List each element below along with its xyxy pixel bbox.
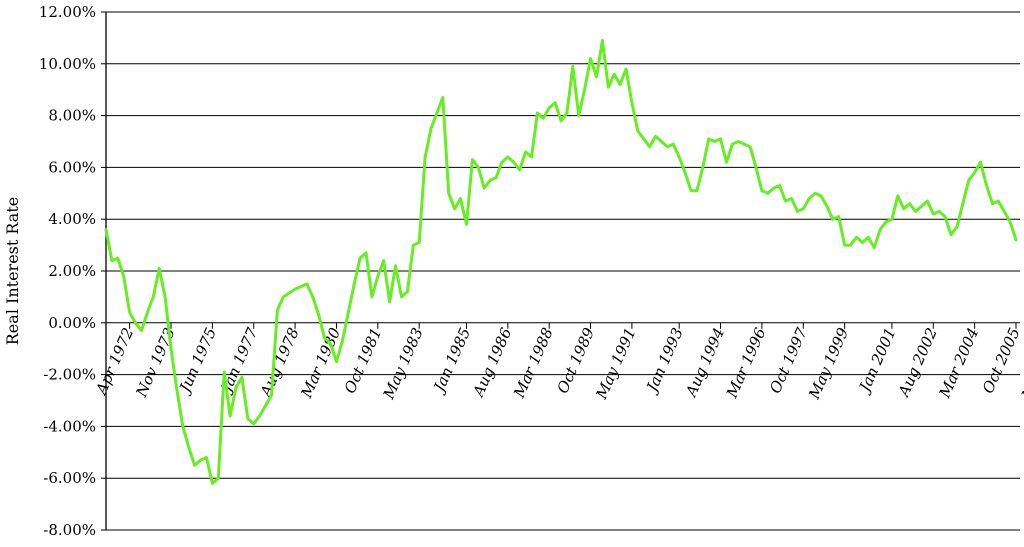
gridlines	[101, 11, 1020, 531]
y-tick-label: -4.00%	[43, 417, 96, 435]
y-tick-label: 2.00%	[48, 262, 96, 280]
x-tick-label: Mar 1980	[297, 325, 344, 402]
x-tick-label: May 1983	[379, 325, 427, 402]
x-tick-label: Jan 2001	[854, 325, 899, 397]
x-tick-label: Aug 1986	[469, 325, 516, 401]
x-tick-label: Oct 2005	[979, 325, 1024, 396]
series-line	[104, 39, 1018, 485]
x-tick-label: Oct 1997	[766, 325, 811, 396]
x-tick-label: Apr 1972	[91, 325, 137, 399]
y-tick-label: 0.00%	[48, 314, 96, 332]
y-tick-label: 10.00%	[39, 55, 96, 73]
y-tick-labels: -8.00% -6.00% -4.00% -2.00% 0.00% 2.00% 4.00% 6…	[39, 3, 96, 539]
x-tick-label: Mar 1996	[722, 325, 769, 402]
x-tick-label: Aug 1978	[256, 325, 303, 401]
y-tick-label: -6.00%	[43, 469, 96, 487]
x-tick-label: Jan 1985	[429, 325, 474, 397]
y-tick-label: 8.00%	[48, 107, 96, 125]
y-tick-label: -8.00%	[43, 521, 96, 539]
x-tick-label: Jan 1993	[642, 325, 687, 397]
y-tick-label: -2.00%	[43, 366, 96, 384]
x-tick-label: Mar 1988	[510, 325, 557, 401]
x-tick-label: Oct 1981	[341, 325, 386, 396]
y-tick-label: 12.00%	[39, 3, 96, 21]
x-tick-label: Mar 2004	[935, 325, 982, 401]
y-tick-label: 4.00%	[48, 210, 96, 228]
x-tick-label: Oct 1989	[553, 325, 598, 396]
x-tick-label: Aug 1994	[681, 325, 728, 401]
x-tick-label: Aug 2002	[894, 325, 941, 401]
y-tick-label: 6.00%	[48, 158, 96, 176]
x-tick-label: May 1999	[805, 325, 853, 403]
x-tick-label: May 1991	[592, 325, 640, 402]
y-axis-label: Real Interest Rate	[3, 197, 22, 345]
x-tick-label: Jun 1975	[175, 325, 220, 397]
